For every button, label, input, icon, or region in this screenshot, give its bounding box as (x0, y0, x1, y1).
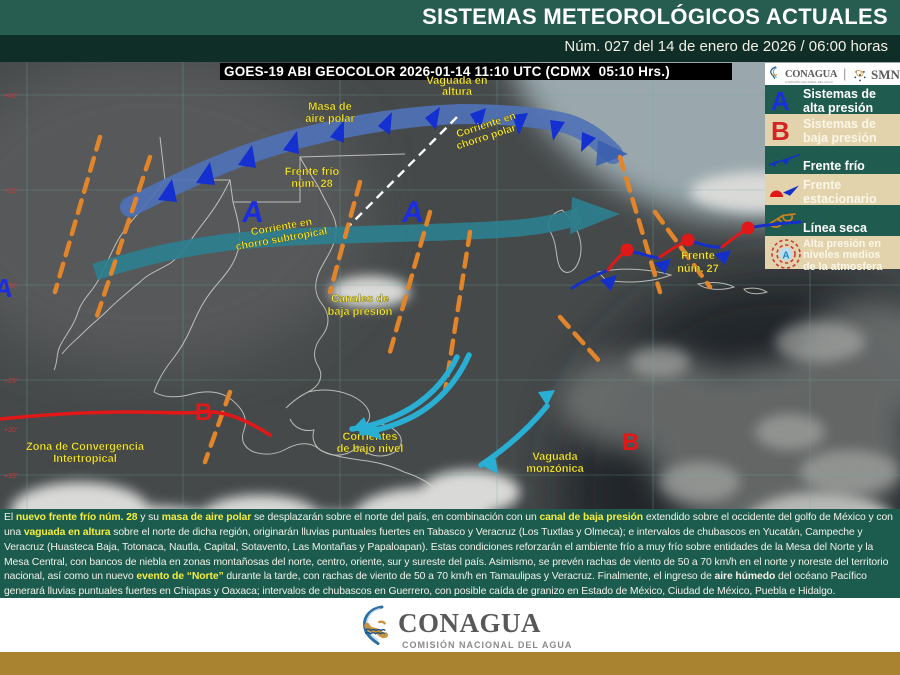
svg-text:+40°: +40° (4, 92, 19, 100)
svg-text:+30°: +30° (4, 282, 19, 290)
svg-text:+20°: +20° (4, 426, 19, 434)
svg-text:+35°: +35° (4, 187, 19, 195)
svg-text:A: A (782, 251, 789, 262)
svg-text:+25°: +25° (4, 377, 19, 385)
svg-text:+15°: +15° (4, 472, 19, 480)
